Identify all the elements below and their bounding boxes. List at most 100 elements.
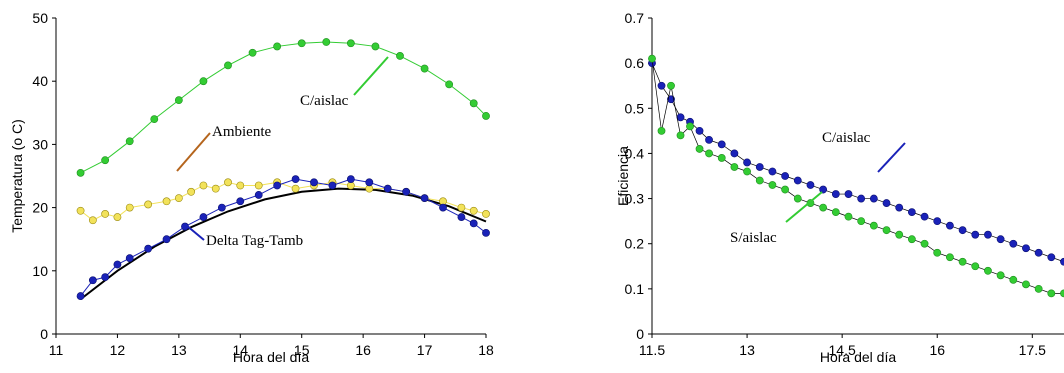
annotation-arrow (176, 132, 211, 172)
data-point (1022, 244, 1030, 253)
data-point (248, 48, 257, 57)
data-point (768, 181, 777, 189)
data-point (199, 213, 208, 221)
y-tick-label: 0.4 (625, 145, 645, 161)
data-point (469, 219, 478, 228)
data-point (768, 167, 777, 176)
data-point (346, 39, 355, 48)
data-point (101, 273, 110, 282)
data-point (869, 194, 878, 203)
data-point (755, 163, 764, 171)
data-point (101, 156, 110, 165)
chart-2: 0 0.1 0.2 0.3 0.4 0.5 0.6 0.7 11.5 13 14.5 16 17.5 Ho… (615, 10, 1064, 365)
x-tick-label: 12 (110, 342, 126, 358)
data-point (958, 226, 967, 235)
data-point (291, 175, 300, 184)
data-point (730, 163, 739, 171)
y-axis-label: Temperatura (o C) (9, 119, 25, 233)
y-tick-label: 20 (32, 200, 48, 216)
series-ambiente (76, 178, 490, 225)
y-tick-label: 0.1 (625, 281, 645, 297)
data-point (793, 194, 802, 203)
data-point (933, 217, 942, 226)
data-point (648, 54, 656, 63)
x-tick-label: 16 (929, 342, 945, 358)
data-point (310, 178, 318, 187)
data-point (920, 239, 929, 248)
data-point (869, 221, 878, 230)
x-axis-label: Hora del día (233, 349, 309, 365)
data-point (984, 230, 992, 239)
series-c-aislac (648, 59, 1064, 266)
data-point (882, 199, 891, 207)
data-point (819, 203, 828, 212)
data-point (76, 292, 85, 300)
annotation-arrow (877, 142, 906, 173)
data-point (402, 187, 411, 196)
data-point (365, 178, 374, 187)
data-point (831, 208, 840, 217)
data-point (667, 95, 675, 104)
data-point (113, 213, 122, 221)
data-point (273, 181, 282, 190)
x-tick-label: 18 (478, 342, 494, 358)
y-tick-label: 0.2 (625, 236, 645, 252)
data-point (76, 168, 85, 177)
series-s-aislac (648, 54, 1064, 298)
y-tick-label: 0.6 (625, 55, 645, 71)
data-point (88, 276, 97, 285)
data-point (657, 81, 666, 90)
data-point (695, 126, 704, 135)
series-line (651, 63, 1064, 263)
y-tick-label: 0.5 (625, 100, 645, 116)
data-point (328, 181, 337, 190)
data-point (224, 178, 232, 187)
data-point (667, 81, 675, 90)
data-point (857, 217, 866, 226)
data-point (217, 203, 226, 212)
data-point (793, 176, 802, 185)
series-line (80, 41, 487, 174)
data-point (76, 206, 85, 215)
data-point (101, 210, 110, 218)
data-point (657, 126, 666, 135)
data-point (1009, 239, 1018, 248)
data-point (88, 216, 97, 225)
data-point (857, 194, 866, 203)
data-point (730, 149, 739, 158)
data-point (996, 235, 1005, 244)
data-point (144, 244, 153, 253)
data-point (457, 213, 466, 221)
data-point (1022, 280, 1030, 289)
annotation-arrow (785, 191, 823, 223)
data-point (958, 257, 967, 266)
data-point (457, 203, 466, 212)
data-point (371, 42, 380, 51)
data-point (273, 42, 282, 51)
data-point (1034, 248, 1043, 257)
data-point (907, 208, 916, 217)
annotation-label: Delta Tag-Tamb (206, 233, 303, 249)
series-c-aislac (76, 38, 490, 177)
x-tick-label: 13 (171, 342, 187, 358)
data-point (743, 158, 751, 167)
data-point (439, 203, 447, 212)
data-point (946, 221, 954, 230)
annotation-label: C/aislac (300, 93, 349, 109)
data-point (144, 200, 153, 209)
series-line (651, 58, 1064, 294)
x-tick-label: 14.5 (829, 342, 856, 358)
data-point (1047, 289, 1056, 298)
y-axis-label: Eficiencia (615, 146, 631, 206)
x-axis-label: Hora del día (820, 349, 896, 365)
data-point (482, 112, 490, 120)
data-point (971, 230, 980, 239)
data-point (984, 266, 992, 275)
x-tick-label: 14 (232, 342, 248, 358)
data-point (291, 184, 300, 193)
y-tick-label: 40 (32, 73, 48, 89)
data-point (676, 113, 685, 122)
data-point (1060, 289, 1064, 298)
